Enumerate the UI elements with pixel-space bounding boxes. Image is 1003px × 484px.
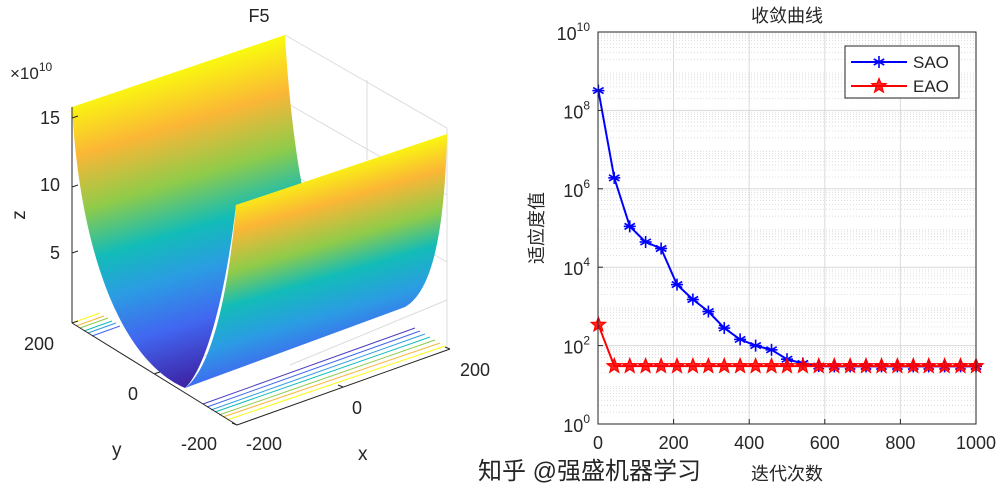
x-tick-label: 1000 xyxy=(956,433,996,453)
x-tick-label: 200 xyxy=(460,360,490,380)
series-line-eao xyxy=(597,324,976,368)
data-point-sao xyxy=(844,360,857,373)
convergence-y-label: 适应度值 xyxy=(527,192,548,264)
data-point-sao xyxy=(623,220,636,233)
data-point-sao xyxy=(686,293,699,306)
z-exponent-label: ×1010 xyxy=(10,60,53,83)
legend-marker-eao xyxy=(870,76,888,94)
y-tick-label: 100 xyxy=(563,412,590,436)
data-point-sao xyxy=(875,360,888,373)
data-point-eao xyxy=(825,356,843,374)
data-point-sao xyxy=(608,171,621,184)
floor-contours xyxy=(71,312,446,421)
data-point-eao xyxy=(904,356,922,374)
grid xyxy=(597,31,977,425)
z-tick-label: 15 xyxy=(40,108,60,128)
data-point-eao xyxy=(951,356,970,374)
watermark: 知乎 @强盛机器学习 xyxy=(478,458,701,484)
z-tick-label: 10 xyxy=(40,175,60,195)
data-point-sao xyxy=(671,278,684,291)
surface-plot: F5 ×1010 15 10 5 z 200 0 -200 y -200 0 2… xyxy=(9,6,490,465)
data-point-sao xyxy=(860,360,873,373)
data-point-eao xyxy=(621,356,639,374)
legend: SAO EAO xyxy=(844,45,960,99)
data-point-sao xyxy=(954,360,967,373)
data-point-sao xyxy=(891,360,904,373)
data-point-sao xyxy=(639,235,652,248)
y-tick-label: 104 xyxy=(563,255,590,279)
data-point-sao xyxy=(765,343,778,356)
surface-front-wall xyxy=(185,134,447,388)
data-point-eao xyxy=(652,356,670,374)
data-point-sao xyxy=(922,360,935,373)
series-group xyxy=(589,84,985,374)
data-point-eao xyxy=(605,356,623,374)
plot-frame xyxy=(597,31,977,425)
data-point-sao xyxy=(734,333,747,346)
data-point-eao xyxy=(810,356,828,374)
y-tick-label: 0 xyxy=(128,384,138,404)
data-point-sao xyxy=(828,360,841,373)
data-point-eao xyxy=(715,356,733,374)
data-point-sao xyxy=(796,357,809,370)
y-tick-label: -200 xyxy=(181,434,217,454)
convergence-x-label: 迭代次数 xyxy=(751,464,823,484)
data-point-eao xyxy=(762,356,781,374)
data-point-sao xyxy=(749,339,762,352)
z-axis-label: z xyxy=(9,210,30,220)
x-tick-label: 600 xyxy=(810,433,840,453)
x-tick-label: 400 xyxy=(734,433,764,453)
series-line-sao xyxy=(597,90,976,368)
x-tick-label: 200 xyxy=(659,433,689,453)
x-tick-label: 800 xyxy=(885,433,915,453)
convergence-title: 收敛曲线 xyxy=(751,6,823,27)
legend-label-eao: EAO xyxy=(913,77,949,96)
data-point-eao xyxy=(841,356,859,374)
surface-back-wall xyxy=(72,35,302,388)
axes-lines xyxy=(71,107,451,426)
data-point-eao xyxy=(746,356,765,374)
data-point-sao xyxy=(718,322,731,335)
data-point-eao xyxy=(589,315,608,333)
x-tick-label: -200 xyxy=(246,434,282,454)
x-axis-label: x xyxy=(358,444,368,465)
data-point-eao xyxy=(857,356,875,374)
data-point-sao xyxy=(781,353,793,366)
legend-marker-sao xyxy=(873,56,885,68)
y-tick-label: 200 xyxy=(24,334,54,354)
data-point-eao xyxy=(872,356,891,374)
data-point-sao xyxy=(907,360,920,373)
data-point-sao xyxy=(655,242,668,255)
z-tick-label: 5 xyxy=(50,243,60,263)
data-point-eao xyxy=(888,356,907,374)
data-point-sao xyxy=(702,305,715,318)
data-point-sao xyxy=(938,360,951,373)
data-point-eao xyxy=(636,356,655,374)
data-point-eao xyxy=(794,356,812,374)
data-point-eao xyxy=(699,356,718,374)
data-point-eao xyxy=(684,356,702,374)
data-point-eao xyxy=(731,356,749,374)
data-point-sao xyxy=(970,360,982,373)
y-tick-label: 106 xyxy=(563,177,590,201)
y-axis-label: y xyxy=(112,440,122,461)
data-point-sao xyxy=(812,360,825,373)
x-tick-label: 0 xyxy=(593,433,603,453)
data-point-eao xyxy=(778,356,796,374)
legend-box xyxy=(844,45,960,99)
data-point-eao xyxy=(668,356,686,374)
y-tick-label: 108 xyxy=(563,98,590,122)
data-point-sao xyxy=(592,84,605,97)
x-tick-label: 0 xyxy=(352,398,362,418)
data-point-eao xyxy=(935,356,954,374)
ticks: 100 102 104 106 108 1010 0 200 400 600 800 1000 xyxy=(557,20,996,453)
surface-title: F5 xyxy=(248,6,269,26)
y-tick-label: 1010 xyxy=(557,20,591,44)
legend-label-sao: SAO xyxy=(913,53,949,72)
y-tick-label: 102 xyxy=(563,334,590,358)
data-point-eao xyxy=(967,356,985,374)
data-point-eao xyxy=(920,356,938,374)
